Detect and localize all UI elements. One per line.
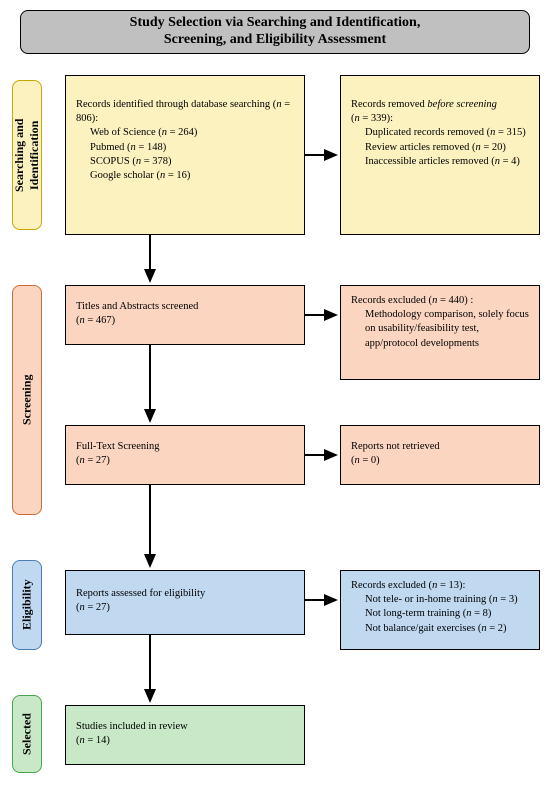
title-line2: Screening, and Eligibility Assessment [164,32,386,47]
stage-identification-text: Searching and Identification [12,118,42,191]
box-eligibility-right: Records excluded (n = 13): Not tele- or … [340,570,540,650]
ident-left-items: Web of Science (n = 264) Pubmed (n = 148… [76,126,294,183]
stage-identification: Searching and Identification [12,80,42,230]
stage-selected: Selected [12,695,42,773]
stage-screening: Screening [12,285,42,515]
box-identification-right: Records removed before screening (n = 33… [340,75,540,235]
ident-left-heading: Records identified through database sear… [76,98,294,126]
box-screening2-right: Reports not retrieved (n = 0) [340,425,540,485]
stage-eligibility: Eligibility [12,560,42,650]
title-bar: Study Selection via Searching and Identi… [20,10,530,54]
box-selected: Studies included in review (n = 14) [65,705,305,765]
box-identification-left: Records identified through database sear… [65,75,305,235]
ident-right-items: Duplicated records removed (n = 315) Rev… [351,126,529,169]
stage-selected-text: Selected [20,713,35,755]
box-screening1-left: Titles and Abstracts screened (n = 467) [65,285,305,345]
box-eligibility-left: Reports assessed for eligibility (n = 27… [65,570,305,635]
box-screening1-right: Records excluded (n = 440) : Methodology… [340,285,540,380]
ident-right-heading: Records removed before screening [351,98,529,112]
title-line1: Study Selection via Searching and Identi… [130,15,421,30]
box-screening2-left: Full-Text Screening (n = 27) [65,425,305,485]
stage-screening-text: Screening [20,375,35,425]
stage-eligibility-text: Eligibility [20,580,35,631]
